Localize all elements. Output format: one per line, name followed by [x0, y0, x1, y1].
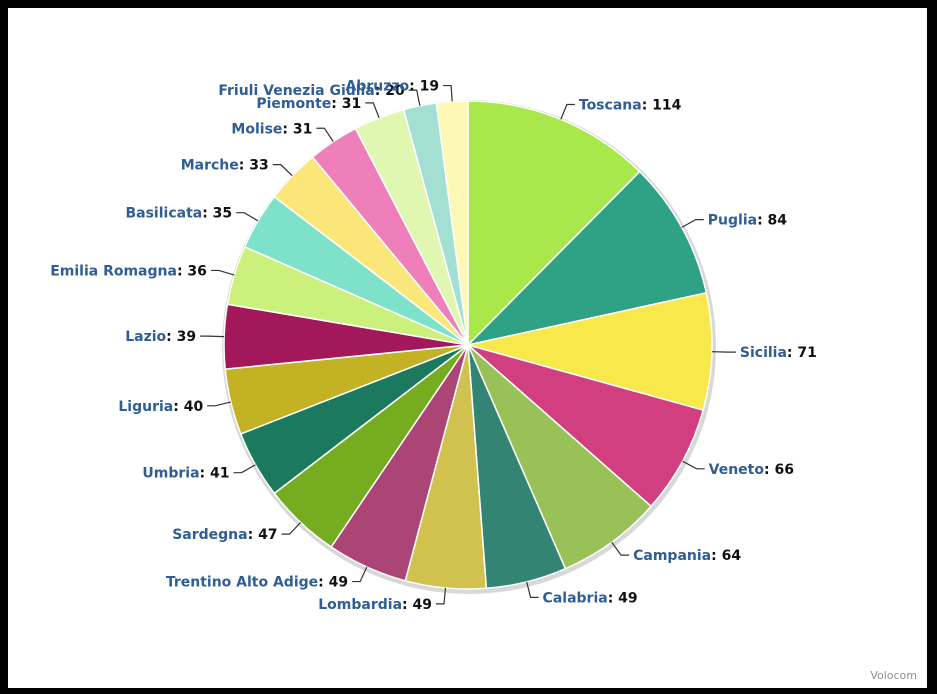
connector-puglia — [681, 219, 704, 228]
label-value: : 31 — [331, 96, 361, 112]
connector-liguria — [207, 401, 231, 407]
connector-sardegna — [281, 522, 301, 535]
connector-emilia-romagna — [210, 269, 235, 276]
connector-molise — [316, 127, 334, 142]
label-molise: Molise: 31 — [231, 121, 312, 137]
label-value: : 40 — [173, 399, 203, 415]
label-name: Campania — [633, 548, 711, 564]
connector-marche — [272, 164, 293, 177]
connector-umbria — [233, 464, 256, 474]
label-name: Umbria — [142, 466, 199, 482]
label-value: : 84 — [757, 213, 787, 229]
connector-lombardia — [436, 587, 447, 605]
label-name: Lombardia — [318, 597, 402, 613]
connector-trentino-alto-adige — [352, 566, 368, 583]
label-piemonte: Piemonte: 31 — [256, 96, 361, 112]
label-name: Friuli Venezia Giulia — [218, 83, 374, 99]
label-puglia: Puglia: 84 — [708, 213, 788, 229]
pie-slice-veneto[interactable] — [467, 344, 704, 508]
label-name: Marche — [181, 158, 239, 174]
label-value: : 114 — [642, 98, 682, 114]
label-value: : 49 — [608, 590, 638, 606]
label-marche: Marche: 33 — [181, 158, 269, 174]
label-name: Veneto — [709, 462, 765, 478]
label-abruzzo: Abruzzo: 19 — [345, 79, 439, 95]
label-value: : 49 — [402, 597, 432, 613]
pie-slice-toscana[interactable] — [467, 100, 641, 346]
label-name: Calabria — [543, 590, 608, 606]
label-name: Trentino Alto Adige — [166, 575, 318, 591]
connector-toscana — [560, 103, 575, 120]
label-name: Toscana — [579, 98, 642, 114]
label-liguria: Liguria: 40 — [118, 399, 203, 415]
connector-campania — [611, 541, 630, 556]
pie-slice-puglia[interactable] — [467, 170, 708, 346]
label-lombardia: Lombardia: 49 — [318, 597, 432, 613]
connector-lazio — [200, 335, 225, 338]
pie-slice-campania[interactable] — [467, 344, 652, 570]
label-value: : 49 — [318, 575, 348, 591]
label-name: Puglia — [708, 213, 757, 229]
label-trentino-alto-adige: Trentino Alto Adige: 49 — [166, 575, 348, 591]
label-value: : 20 — [375, 83, 405, 99]
label-friuli-venezia-giulia: Friuli Venezia Giulia: 20 — [218, 83, 405, 99]
connector-abruzzo — [443, 84, 453, 102]
pie-slice-abruzzo[interactable] — [435, 100, 469, 346]
label-name: Sardegna — [172, 527, 247, 543]
label-value: : 19 — [409, 79, 439, 95]
chart-frame: Toscana: 114 Puglia: 84 Sicilia: 71 Veneto:… — [8, 8, 927, 688]
label-name: Basilicata — [125, 206, 202, 222]
connector-calabria — [526, 581, 539, 598]
label-veneto: Veneto: 66 — [709, 462, 794, 478]
connector-basilicata — [236, 212, 259, 222]
label-name: Sicilia — [740, 345, 787, 361]
label-value: : 33 — [239, 158, 269, 174]
label-campania: Campania: 64 — [633, 548, 741, 564]
label-value: : 47 — [248, 527, 278, 543]
label-emilia-romagna: Emilia Romagna: 36 — [50, 263, 207, 279]
label-calabria: Calabria: 49 — [543, 590, 638, 606]
label-name: Piemonte — [256, 96, 331, 112]
pie-labels: Toscana: 114 Puglia: 84 Sicilia: 71 Veneto:… — [50, 79, 817, 613]
label-value: : 35 — [202, 206, 232, 222]
label-name: Emilia Romagna — [50, 263, 177, 279]
label-value: : 31 — [282, 121, 312, 137]
label-name: Liguria — [118, 399, 173, 415]
pie-chart: Toscana: 114 Puglia: 84 Sicilia: 71 Veneto:… — [50, 79, 817, 613]
label-value: : 64 — [711, 548, 741, 564]
label-name: Lazio — [125, 329, 166, 345]
connector-piemonte — [365, 102, 380, 118]
label-value: : 39 — [166, 329, 196, 345]
label-toscana: Toscana: 114 — [579, 98, 682, 114]
label-lazio: Lazio: 39 — [125, 329, 196, 345]
label-basilicata: Basilicata: 35 — [125, 206, 232, 222]
label-value: : 41 — [200, 466, 230, 482]
label-value: : 71 — [787, 345, 817, 361]
label-sardegna: Sardegna: 47 — [172, 527, 277, 543]
label-sicilia: Sicilia: 71 — [740, 345, 817, 361]
connector-friuli-venezia-giulia — [408, 89, 421, 106]
label-name: Molise — [231, 121, 282, 137]
label-value: : 66 — [764, 462, 794, 478]
credit-text: Volocom — [870, 669, 917, 682]
label-name: Abruzzo — [345, 79, 409, 95]
connector-veneto — [682, 460, 705, 470]
pie-slices — [222, 100, 716, 594]
label-umbria: Umbria: 41 — [142, 466, 229, 482]
label-value: : 36 — [177, 263, 207, 279]
